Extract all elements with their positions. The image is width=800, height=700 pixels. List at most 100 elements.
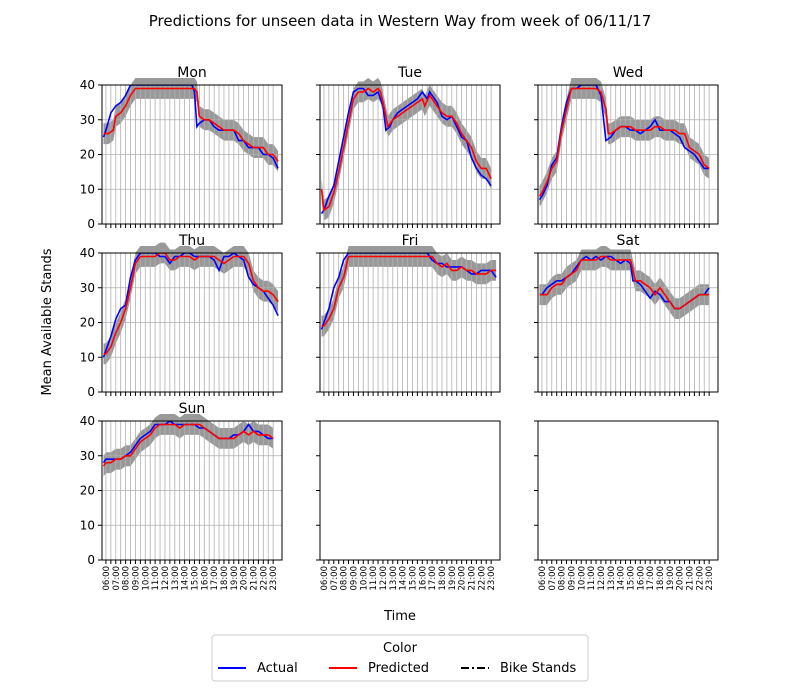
x-tick-label: 13:00	[607, 566, 617, 591]
x-tick-label: 21:00	[250, 566, 260, 591]
panel-sat: Sat	[534, 233, 719, 396]
series-predicted-line	[538, 87, 710, 197]
x-axis-label: Time	[383, 609, 416, 624]
y-tick-label: 20	[80, 484, 95, 498]
x-tick-label: 23:00	[705, 566, 715, 591]
x-tick-label: 11:00	[587, 566, 597, 591]
x-tick-label: 14:00	[617, 566, 627, 591]
panel-mon: Mon 0 10 20 30 40	[80, 65, 283, 231]
panel-title: Thu	[178, 233, 205, 249]
y-tick-label: 20	[80, 316, 95, 330]
x-tick-label: 15:00	[409, 566, 419, 591]
legend-label-actual: Actual	[257, 661, 298, 676]
x-tick-label: 23:00	[269, 566, 279, 591]
x-tick-label: 19:00	[230, 566, 240, 591]
x-tick-label: 12:00	[161, 566, 171, 591]
x-tick-label: 11:00	[369, 566, 379, 591]
x-tick-label: 15:00	[627, 566, 637, 591]
x-tick-label: 07:00	[548, 566, 558, 591]
confidence-band	[321, 78, 492, 221]
panel-wed: Wed	[534, 65, 719, 228]
y-tick-label: 40	[80, 78, 95, 92]
panel-title: Mon	[177, 65, 207, 81]
panel-title: Sun	[179, 401, 206, 417]
x-tick-label: 23:00	[487, 566, 497, 591]
y-tick-label: 10	[80, 518, 95, 532]
x-tick-label: 07:00	[330, 566, 340, 591]
panel-empty-7: 06:00 07:00 08:00 09:00 10:00 11:00 12:00 13:00…	[316, 420, 501, 591]
panel-grid: Mon 0 10 20 30 40 Tue Wed Thu 0 10 20 30 40 Fri Sat Sun 0…	[80, 65, 719, 591]
x-tick-label: 20:00	[676, 566, 686, 591]
panel-tue: Tue	[316, 65, 501, 228]
x-tick-label: 22:00	[259, 566, 269, 591]
y-tick-label: 10	[80, 350, 95, 364]
series-actual-line	[320, 87, 492, 215]
x-tick-label: 07:00	[112, 566, 122, 591]
x-tick-label: 16:00	[418, 566, 428, 591]
panel-thu: Thu 0 10 20 30 40	[80, 233, 283, 399]
x-tick-label: 16:00	[200, 566, 210, 591]
x-tick-label: 20:00	[240, 566, 250, 591]
y-tick-label: 0	[87, 217, 95, 231]
confidence-band	[321, 246, 497, 337]
y-tick-label: 20	[80, 148, 95, 162]
series-actual-line	[102, 253, 279, 358]
x-tick-label: 13:00	[389, 566, 399, 591]
y-tick-label: 30	[80, 113, 95, 127]
series-predicted-line	[103, 87, 279, 162]
legend-label-predicted: Predicted	[368, 661, 429, 676]
legend-frame	[211, 634, 589, 682]
y-tick-label: 40	[80, 246, 95, 260]
series-actual-line	[320, 253, 497, 330]
x-tick-label: 19:00	[448, 566, 458, 591]
confidence-band	[539, 246, 710, 319]
x-tick-label: 14:00	[399, 566, 409, 591]
x-tick-label: 10:00	[359, 566, 369, 591]
x-tick-label: 17:00	[428, 566, 438, 591]
panel-title: Fri	[402, 233, 419, 249]
x-tick-label: 06:00	[538, 566, 548, 591]
x-tick-label: 06:00	[320, 566, 330, 591]
x-tick-label: 10:00	[577, 566, 587, 591]
panel-sun: Sun 0 10 20 30 40 06:00 07:00 08:00 09:00 10:00 11:…	[80, 401, 283, 591]
x-tick-label: 09:00	[567, 566, 577, 591]
confidence-band	[103, 242, 279, 365]
y-tick-label: 0	[87, 385, 95, 399]
series-predicted-line	[539, 255, 710, 310]
series-predicted-line	[320, 87, 492, 212]
x-tick-label: 19:00	[666, 566, 676, 591]
x-tick-label: 16:00	[636, 566, 646, 591]
x-tick-label: 18:00	[220, 566, 230, 591]
x-tick-label: 21:00	[686, 566, 696, 591]
legend: Color Actual Predicted Bike Stands	[211, 634, 589, 682]
x-tick-label: 22:00	[695, 566, 705, 591]
y-axis-label: Mean Available Stands	[40, 248, 55, 395]
x-tick-label: 08:00	[122, 566, 132, 591]
chart-title: Predictions for unseen data in Western W…	[149, 12, 652, 30]
legend-title: Color	[383, 641, 418, 656]
x-tick-label: 06:00	[102, 566, 112, 591]
x-tick-label: 08:00	[558, 566, 568, 591]
y-tick-label: 0	[87, 553, 95, 567]
y-tick-label: 30	[80, 281, 95, 295]
y-tick-label: 40	[80, 414, 95, 428]
panel-empty-8: 06:00 07:00 08:00 09:00 10:00 11:00 12:00 13:00…	[534, 420, 719, 591]
series-predicted-line	[102, 423, 274, 467]
x-tick-label: 18:00	[656, 566, 666, 591]
x-tick-label: 21:00	[468, 566, 478, 591]
x-tick-label: 13:00	[171, 566, 181, 591]
y-tick-label: 30	[80, 449, 95, 463]
x-tick-label: 22:00	[477, 566, 487, 591]
legend-label-bike-stands: Bike Stands	[500, 661, 577, 676]
x-tick-label: 09:00	[131, 566, 141, 591]
confidence-band	[103, 414, 274, 477]
x-tick-label: 08:00	[340, 566, 350, 591]
x-tick-label: 17:00	[646, 566, 656, 591]
x-tick-label: 18:00	[438, 566, 448, 591]
x-tick-label: 17:00	[210, 566, 220, 591]
x-tick-label: 14:00	[181, 566, 191, 591]
x-tick-label: 12:00	[379, 566, 389, 591]
panel-title: Wed	[613, 65, 644, 81]
x-tick-label: 20:00	[458, 566, 468, 591]
